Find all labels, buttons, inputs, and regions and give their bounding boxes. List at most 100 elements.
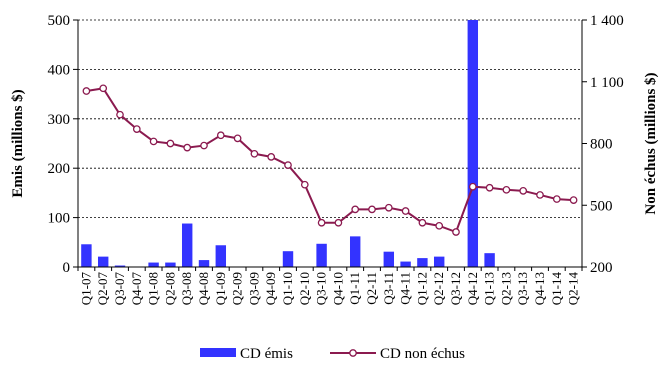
left-tick-label: 0 — [63, 260, 71, 276]
x-tick-label: Q1-12 — [414, 272, 429, 305]
point-Q1-14 — [552, 195, 561, 203]
point-Q3-08 — [183, 143, 192, 152]
bar-Q1-11 — [349, 236, 361, 267]
bar-Q1-09 — [215, 245, 227, 267]
point-Q4-07 — [132, 125, 141, 133]
x-tick-label: Q2-11 — [364, 272, 379, 305]
bar-Q1-07 — [81, 244, 92, 267]
bar-Q2-08 — [165, 262, 176, 267]
point-Q2-12 — [435, 221, 444, 230]
gridlines — [78, 19, 582, 219]
right-tick-label: 1 100 — [590, 75, 624, 91]
bar-Q1-08 — [148, 262, 159, 267]
x-tick-label: Q1-13 — [482, 272, 497, 305]
x-tick-label: Q3-13 — [515, 272, 530, 305]
point-Q2-08 — [166, 139, 175, 148]
bar-Q3-07 — [114, 265, 126, 267]
x-tick-label: Q3-11 — [381, 272, 396, 305]
legend: CD émis CD non échus — [200, 346, 465, 362]
x-tick-label: Q2-14 — [566, 272, 581, 306]
bar-Q2-07 — [97, 256, 109, 267]
point-Q4-10 — [334, 218, 343, 227]
x-tick-label: Q3-07 — [112, 272, 127, 306]
bar-Q3-11 — [383, 251, 395, 267]
right-tick-label: 200 — [590, 260, 613, 276]
bar-Q4-12 — [467, 20, 479, 267]
bar-Q1-12 — [417, 258, 428, 267]
point-Q4-11 — [401, 207, 410, 215]
point-Q3-11 — [384, 203, 393, 212]
legend-swatch-marker — [349, 349, 357, 357]
x-tick-label: Q1-10 — [280, 272, 295, 305]
x-tick-label: Q4-12 — [465, 272, 480, 305]
bar-series — [81, 20, 495, 267]
left-tick-label: 300 — [48, 112, 71, 128]
legend-swatch-bar — [200, 348, 236, 357]
left-tick-label: 100 — [48, 211, 71, 227]
x-tick-label: Q4-11 — [398, 272, 413, 305]
x-tick-label: Q3-08 — [179, 272, 194, 305]
x-tick-label: Q2-09 — [230, 272, 245, 305]
x-tick-label: Q1-07 — [78, 272, 93, 306]
x-tick-label: Q1-14 — [549, 272, 564, 306]
right-tick-label: 500 — [590, 198, 613, 214]
x-tick-label: Q4-09 — [263, 272, 278, 305]
series-line — [86, 87, 574, 234]
bar-Q2-12 — [433, 256, 445, 267]
x-tick-label: Q2-07 — [95, 272, 110, 306]
right-tick-label: 800 — [590, 137, 613, 153]
x-tick-label: Q2-08 — [162, 272, 177, 305]
x-tick-label: Q3-12 — [448, 272, 463, 305]
x-ticks: Q1-07 Q2-07 Q3-07 Q4-07 Q1-08 Q2-08 Q3-08 Q4-08… — [77, 267, 583, 306]
bar-Q3-08 — [181, 223, 193, 267]
x-tick-label: Q4-07 — [129, 272, 144, 306]
point-Q1-08 — [149, 137, 158, 146]
bar-Q3-10 — [316, 243, 327, 267]
left-tick-label: 200 — [48, 161, 71, 177]
point-Q4-13 — [536, 191, 544, 199]
right-axis-title: Non échus (millions $) — [643, 72, 659, 214]
x-tick-label: Q4-10 — [330, 272, 345, 305]
point-Q1-12 — [418, 218, 427, 227]
bar-Q4-11 — [400, 261, 411, 267]
point-Q1-11 — [351, 205, 360, 214]
point-Q1-09 — [216, 131, 225, 140]
x-tick-label: Q1-08 — [146, 272, 161, 305]
x-tick-label: Q1-09 — [213, 272, 228, 305]
left-axis-title: Emis (millions $) — [10, 89, 26, 197]
bar-Q1-13 — [484, 253, 495, 267]
point-Q3-09 — [250, 149, 259, 158]
point-Q4-12 — [468, 182, 477, 191]
bar-Q4-08 — [198, 260, 210, 267]
point-Q4-09 — [267, 153, 276, 161]
x-tick-label: Q3-10 — [314, 272, 329, 305]
point-Q3-10 — [317, 218, 326, 227]
bar-Q1-10 — [282, 251, 294, 267]
point-Q3-12 — [452, 228, 460, 236]
x-tick-label: Q2-10 — [297, 272, 312, 305]
point-Q2-13 — [502, 185, 511, 194]
point-Q2-10 — [300, 180, 309, 189]
point-Q3-07 — [116, 110, 124, 119]
x-tick-label: Q2-13 — [498, 272, 513, 305]
right-tick-label: 1 400 — [590, 13, 624, 29]
point-Q2-07 — [99, 84, 108, 93]
point-Q1-07 — [82, 87, 91, 95]
x-tick-label: Q4-08 — [196, 272, 211, 305]
x-tick-label: Q4-13 — [532, 272, 547, 305]
x-tick-label: Q2-12 — [431, 272, 446, 305]
x-tick-label: Q1-11 — [347, 272, 362, 305]
point-Q3-13 — [519, 186, 528, 195]
point-Q2-09 — [233, 134, 242, 143]
left-y-ticks: 0 100 200 300 400 500 — [48, 13, 78, 276]
point-Q4-08 — [200, 141, 208, 150]
legend-label-bar: CD émis — [240, 346, 293, 362]
x-tick-label: Q3-09 — [246, 272, 261, 305]
left-tick-label: 400 — [48, 62, 71, 78]
point-Q2-14 — [569, 196, 578, 204]
point-Q1-10 — [284, 161, 292, 169]
right-y-ticks: 200 500 800 1 100 1 400 — [582, 13, 624, 276]
point-Q2-11 — [368, 205, 376, 214]
